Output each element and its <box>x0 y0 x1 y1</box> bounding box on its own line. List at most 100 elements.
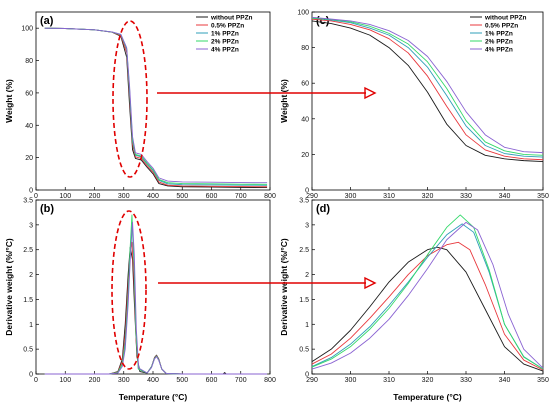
x-tick-label: 290 <box>306 377 318 384</box>
x-tick-label: 320 <box>422 377 434 384</box>
y-tick-label: 60 <box>301 81 309 88</box>
series-line-4-ppzn <box>311 221 544 370</box>
y-tick-label: 2 <box>29 272 33 279</box>
series-line-2-ppzn <box>44 214 268 375</box>
arrow-head <box>364 86 377 100</box>
legend-label: 1% PPZn <box>485 30 513 37</box>
series-line-2-ppzn <box>311 17 544 156</box>
legend-label: 4% PPZn <box>485 46 513 53</box>
zoom-arrow-top <box>157 86 377 100</box>
chart-panel-c: 290 300 310 320 330 340 350 0 20 40 60 80 100 Weight … <box>279 10 549 201</box>
chart-panel-b: 0 100 200 300 400 500 600 700 800 0 0.5 1 1.5 2 2.5 3 3.… <box>4 198 276 403</box>
y-axis-title: Weight (%) <box>279 79 289 123</box>
y-axis-title: Derivative weight (%/°C) <box>279 238 289 336</box>
legend-label: 2% PPZn <box>211 38 239 45</box>
x-tick-label: 800 <box>264 377 276 384</box>
annotations <box>111 20 377 370</box>
x-tick-label: 0 <box>34 193 38 200</box>
x-axis-title: Temperature (°C) <box>119 392 188 402</box>
series-line-0-5-ppzn <box>311 18 544 161</box>
legend-label: without PPZn <box>210 14 253 21</box>
y-tick-label: 3.5 <box>299 198 309 205</box>
y-tick-label: 100 <box>21 26 33 33</box>
y-tick-label: 0 <box>305 372 309 379</box>
x-tick-label: 290 <box>306 193 318 200</box>
series-line-4-ppzn <box>311 16 544 154</box>
x-tick-label: 600 <box>206 193 218 200</box>
series-line-1-ppzn <box>44 224 268 375</box>
y-tick-label: 40 <box>25 123 33 130</box>
legend-label: without PPZn <box>484 14 527 21</box>
y-tick-label: 0 <box>29 372 33 379</box>
highlight-ellipse-bottom <box>111 210 147 370</box>
y-tick-label: 0.5 <box>23 347 33 354</box>
x-tick-label: 300 <box>345 193 357 200</box>
y-tick-label: 3 <box>305 222 309 229</box>
series-line-0-5-ppzn <box>311 241 544 371</box>
y-tick-label: 80 <box>25 58 33 65</box>
chart-panel-a: 0 100 200 300 400 500 600 700 800 0 20 40 60 80 100 Wei… <box>4 11 276 200</box>
x-tick-label: 350 <box>537 193 549 200</box>
panel-label: (a) <box>40 15 54 27</box>
x-tick-label: 330 <box>460 193 472 200</box>
y-axis-title: Derivative weight (%/°C) <box>4 238 14 336</box>
y-tick-label: 1 <box>305 322 309 329</box>
x-axis-title: Temperature (°C) <box>393 392 462 402</box>
arrow-head <box>364 276 377 290</box>
y-tick-label: 40 <box>301 116 309 123</box>
y-tick-label: 80 <box>301 45 309 52</box>
x-tick-label: 400 <box>147 377 159 384</box>
y-tick-label: 100 <box>297 10 309 17</box>
series-line-without-ppzn <box>311 20 544 162</box>
zoom-arrow-bottom <box>158 276 377 290</box>
panel-label: (b) <box>40 203 54 215</box>
x-tick-label: 310 <box>383 377 395 384</box>
y-tick-label: 1.5 <box>299 297 309 304</box>
y-tick-label: 2.5 <box>299 247 309 254</box>
y-tick-label: 0 <box>305 188 309 195</box>
series-line-0-5-ppzn <box>44 241 268 375</box>
panel-label: (d) <box>316 203 330 215</box>
y-tick-label: 60 <box>25 90 33 97</box>
y-tick-label: 3.5 <box>23 198 33 205</box>
x-tick-label: 200 <box>89 193 101 200</box>
y-tick-label: 2 <box>305 272 309 279</box>
y-tick-label: 0.5 <box>299 347 309 354</box>
x-tick-label: 400 <box>147 193 159 200</box>
series-line-without-ppzn <box>44 246 268 375</box>
x-tick-label: 330 <box>460 377 472 384</box>
x-tick-label: 800 <box>264 193 276 200</box>
x-tick-label: 100 <box>59 377 71 384</box>
x-tick-label: 300 <box>345 377 357 384</box>
chart-panel-d: 290 300 310 320 330 340 350 0 0.5 1 1.5 2 2.5 3 3.5 Der… <box>279 198 549 403</box>
x-tick-label: 340 <box>499 377 511 384</box>
series-line-4-ppzn <box>44 221 268 375</box>
legend-label: 1% PPZn <box>211 30 239 37</box>
y-axis-title: Weight (%) <box>4 79 14 123</box>
highlight-ellipse-top <box>112 20 148 178</box>
y-tick-label: 1.5 <box>23 297 33 304</box>
x-tick-label: 700 <box>235 377 247 384</box>
y-tick-label: 2.5 <box>23 247 33 254</box>
series-line-1-ppzn <box>311 17 544 158</box>
x-tick-label: 310 <box>383 193 395 200</box>
x-tick-label: 300 <box>118 377 130 384</box>
plot-frame <box>311 199 544 375</box>
x-tick-label: 600 <box>206 377 218 384</box>
series-line-1-ppzn <box>311 223 544 370</box>
legend-label: 2% PPZn <box>485 38 513 45</box>
x-tick-label: 500 <box>176 377 188 384</box>
x-tick-label: 700 <box>235 193 247 200</box>
x-tick-label: 320 <box>422 193 434 200</box>
legend-label: 0.5% PPZn <box>485 22 518 29</box>
x-tick-label: 0 <box>34 377 38 384</box>
legend-label: 0.5% PPZn <box>211 22 244 29</box>
x-tick-label: 340 <box>499 193 511 200</box>
x-tick-label: 200 <box>89 377 101 384</box>
series-line-without-ppzn <box>311 246 544 372</box>
legend-label: 4% PPZn <box>211 46 239 53</box>
y-tick-label: 20 <box>25 155 33 162</box>
